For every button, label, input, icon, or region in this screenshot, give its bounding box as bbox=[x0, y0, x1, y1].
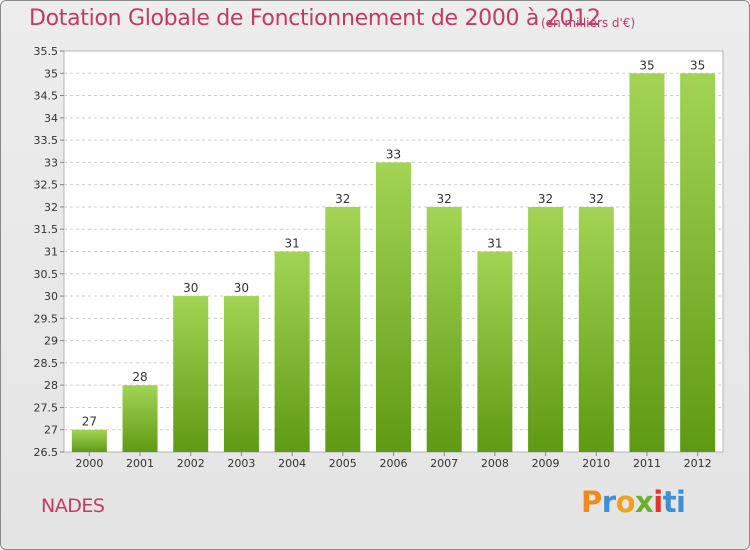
bar-2004 bbox=[274, 251, 310, 452]
y-tick-label: 33.5 bbox=[34, 134, 59, 147]
y-tick-label: 27 bbox=[44, 424, 58, 437]
x-tick-label: 2008 bbox=[481, 457, 509, 470]
y-tick-label: 34.5 bbox=[34, 90, 59, 103]
bar-2006 bbox=[376, 162, 411, 452]
data-label: 27 bbox=[82, 415, 97, 429]
data-label: 32 bbox=[335, 192, 350, 206]
data-label: 31 bbox=[487, 237, 502, 251]
y-tick-label: 28 bbox=[44, 379, 58, 392]
data-label: 33 bbox=[386, 147, 401, 161]
x-tick-label: 2006 bbox=[380, 457, 408, 470]
y-tick-label: 35 bbox=[44, 67, 58, 80]
bar-2012 bbox=[680, 73, 716, 453]
x-tick-label: 2000 bbox=[75, 457, 103, 470]
y-tick-label: 29.5 bbox=[34, 312, 59, 325]
data-label: 28 bbox=[132, 370, 147, 384]
x-tick-label: 2003 bbox=[227, 457, 255, 470]
y-tick-label: 34 bbox=[44, 112, 58, 125]
commune-name: NADES bbox=[41, 495, 105, 517]
bar-2011 bbox=[629, 73, 665, 453]
bar-2005 bbox=[325, 206, 361, 452]
x-tick-label: 2011 bbox=[633, 457, 661, 470]
y-tick-label: 35.5 bbox=[34, 45, 59, 58]
x-tick-label: 2010 bbox=[582, 457, 610, 470]
y-tick-label: 33 bbox=[44, 156, 58, 169]
data-label: 32 bbox=[589, 192, 604, 206]
data-label: 35 bbox=[690, 58, 705, 72]
bar-2002 bbox=[173, 296, 209, 452]
y-tick-label: 30 bbox=[44, 290, 58, 303]
bar-2001 bbox=[122, 385, 158, 452]
proxiti-logo: Proxiti bbox=[581, 485, 686, 519]
y-tick-label: 29 bbox=[44, 335, 58, 348]
bar-2009 bbox=[528, 206, 564, 452]
x-tick-label: 2001 bbox=[126, 457, 154, 470]
y-tick-label: 32 bbox=[44, 201, 58, 214]
x-tick-label: 2002 bbox=[177, 457, 205, 470]
data-label: 31 bbox=[284, 237, 299, 251]
data-label: 32 bbox=[437, 192, 452, 206]
x-tick-label: 2009 bbox=[532, 457, 560, 470]
y-tick-label: 31 bbox=[44, 246, 58, 259]
data-label: 30 bbox=[183, 281, 198, 295]
x-tick-label: 2007 bbox=[430, 457, 458, 470]
y-tick-label: 26.5 bbox=[34, 446, 59, 459]
chart-title: Dotation Globale de Fonctionnement de 20… bbox=[29, 6, 601, 31]
y-tick-label: 32.5 bbox=[34, 179, 59, 192]
y-tick-label: 30.5 bbox=[34, 268, 59, 281]
y-tick-label: 27.5 bbox=[34, 401, 59, 414]
chart-unit: (en milliers d'€) bbox=[541, 16, 636, 30]
bar-2003 bbox=[223, 296, 259, 452]
y-tick-label: 28.5 bbox=[34, 357, 59, 370]
bar-2010 bbox=[578, 206, 614, 452]
data-label: 30 bbox=[234, 281, 249, 295]
bar-2007 bbox=[426, 206, 462, 452]
bar-2000 bbox=[71, 429, 107, 452]
bar-2008 bbox=[477, 251, 513, 452]
data-label: 35 bbox=[639, 58, 654, 72]
y-tick-label: 31.5 bbox=[34, 223, 59, 236]
data-label: 32 bbox=[538, 192, 553, 206]
x-tick-label: 2012 bbox=[684, 457, 712, 470]
x-tick-label: 2004 bbox=[278, 457, 306, 470]
x-tick-label: 2005 bbox=[329, 457, 357, 470]
